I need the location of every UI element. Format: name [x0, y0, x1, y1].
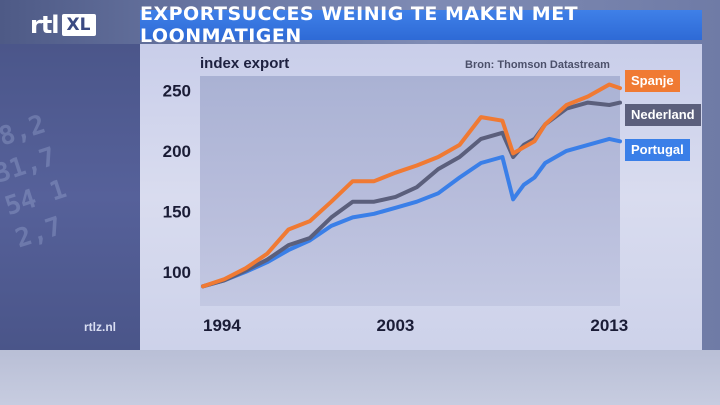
left-decor-panel: 8,2 31,7 54 1 2,7: [0, 44, 140, 350]
chart-title: EXPORTSUCCES WEINIG TE MAKEN MET LOONMAT…: [140, 3, 579, 47]
x-tick-label: 2003: [377, 316, 415, 335]
x-tick-label: 2013: [590, 316, 628, 335]
y-tick-label: 200: [163, 142, 191, 161]
logo-xl-text: XL: [61, 14, 96, 36]
series-line-nederland: [201, 100, 622, 289]
series-line-portugal: [201, 136, 622, 289]
y-tick-label: 150: [163, 202, 191, 221]
rtlxl-logo: rtl XL: [30, 10, 96, 40]
legend-item-portugal: Portugal: [625, 139, 690, 161]
y-tick-label: 250: [163, 82, 191, 101]
source-label: Bron: Thomson Datastream: [465, 59, 610, 71]
y-tick-label: 100: [163, 263, 191, 282]
title-bar: EXPORTSUCCES WEINIG TE MAKEN MET LOONMAT…: [140, 3, 702, 47]
y-axis-label: index export: [200, 55, 290, 72]
logo-rtl-text: rtl: [30, 11, 60, 39]
x-tick-label: 1994: [203, 316, 241, 335]
site-label: rtlz.nl: [84, 320, 116, 334]
legend-item-spanje: Spanje: [625, 70, 680, 92]
series-line-spanje: [201, 82, 622, 289]
legend-item-nederland: Nederland: [625, 104, 701, 126]
bottom-bar: [0, 350, 720, 405]
